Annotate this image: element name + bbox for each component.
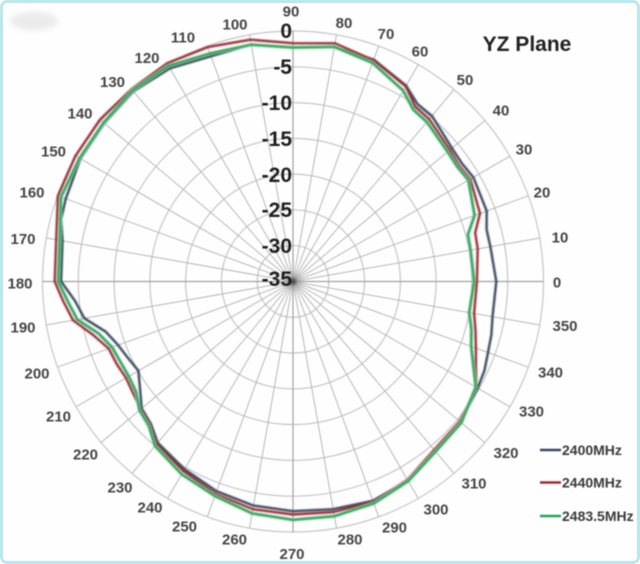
svg-text:290: 290 <box>382 519 407 536</box>
svg-text:150: 150 <box>41 143 66 160</box>
svg-text:180: 180 <box>7 275 32 292</box>
svg-text:170: 170 <box>10 231 35 248</box>
svg-text:160: 160 <box>19 184 44 201</box>
svg-text:YZ Plane: YZ Plane <box>483 33 572 56</box>
svg-text:340: 340 <box>538 364 563 381</box>
svg-text:20: 20 <box>534 184 551 201</box>
svg-text:350: 350 <box>552 318 577 335</box>
svg-text:220: 220 <box>73 446 98 463</box>
svg-text:280: 280 <box>337 531 362 548</box>
svg-text:200: 200 <box>24 365 49 382</box>
svg-text:40: 40 <box>493 102 510 119</box>
svg-text:60: 60 <box>412 43 429 60</box>
svg-text:70: 70 <box>378 26 395 43</box>
svg-text:80: 80 <box>336 15 353 32</box>
svg-text:-20: -20 <box>262 164 292 187</box>
svg-text:210: 210 <box>46 408 71 425</box>
svg-text:30: 30 <box>516 141 533 158</box>
svg-text:-15: -15 <box>262 128 293 151</box>
svg-text:0: 0 <box>553 274 561 291</box>
svg-text:270: 270 <box>279 546 304 563</box>
svg-text:90: 90 <box>283 3 300 20</box>
svg-text:-5: -5 <box>273 56 292 79</box>
svg-text:310: 310 <box>461 475 486 492</box>
svg-text:140: 140 <box>67 105 92 122</box>
svg-text:130: 130 <box>100 74 125 91</box>
svg-text:10: 10 <box>552 229 569 246</box>
svg-text:120: 120 <box>134 50 159 67</box>
svg-text:260: 260 <box>222 531 247 548</box>
svg-text:-25: -25 <box>262 199 293 222</box>
svg-text:50: 50 <box>457 72 474 89</box>
svg-text:300: 300 <box>423 501 448 518</box>
svg-text:240: 240 <box>137 499 162 516</box>
svg-text:110: 110 <box>171 29 195 46</box>
svg-text:-35: -35 <box>262 268 293 291</box>
svg-text:2400MHz: 2400MHz <box>562 442 622 458</box>
svg-text:-10: -10 <box>262 92 292 115</box>
svg-text:0: 0 <box>280 20 292 43</box>
svg-text:100: 100 <box>222 16 247 33</box>
svg-text:-30: -30 <box>262 235 292 258</box>
svg-text:250: 250 <box>172 518 197 535</box>
svg-text:190: 190 <box>10 319 35 336</box>
svg-text:2440MHz: 2440MHz <box>562 475 622 491</box>
svg-text:320: 320 <box>493 445 518 462</box>
svg-text:230: 230 <box>107 479 132 496</box>
svg-text:330: 330 <box>519 403 544 420</box>
svg-text:2483.5MHz: 2483.5MHz <box>562 508 634 524</box>
